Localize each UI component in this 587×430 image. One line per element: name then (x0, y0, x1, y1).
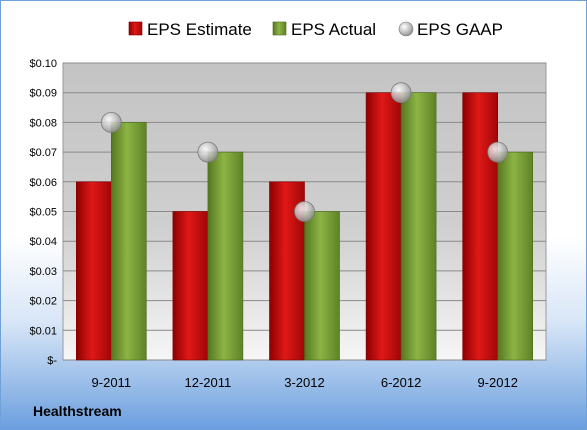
x-tick-label: 9-2011 (92, 375, 132, 390)
legend-label: EPS GAAP (417, 20, 503, 39)
y-tick-label: $0.03 (29, 266, 57, 278)
company-label: Healthstream (33, 403, 122, 419)
y-tick-label: $0.04 (29, 236, 57, 248)
bar-eps-estimate (172, 211, 209, 361)
x-tick-label: 6-2012 (381, 375, 421, 390)
y-tick-label: $0.07 (29, 147, 57, 159)
y-tick-label: $0.10 (29, 58, 57, 70)
x-tick-label: 9-2012 (477, 375, 517, 390)
y-tick-label: $0.06 (29, 177, 57, 189)
y-tick-label: $0.09 (29, 88, 57, 100)
y-tick-label: $0.05 (29, 207, 57, 219)
chart-legend: EPS Estimate EPS Actual EPS GAAP (128, 20, 503, 39)
y-tick-label: $0.02 (29, 296, 57, 308)
marker-eps-gaap (294, 201, 315, 222)
bar-eps-estimate (365, 92, 402, 361)
bar-eps-actual (207, 151, 244, 361)
x-axis: 9-2011 12-2011 3-2012 6-2012 9-2012 (92, 375, 518, 390)
marker-eps-gaap (390, 82, 412, 104)
marker-eps-gaap (197, 141, 219, 163)
bar-eps-actual (111, 122, 147, 361)
y-axis: $- $0.01 $0.02 $0.03 $0.04 $0.05 $0.06 $0.07 $0.… (29, 58, 57, 367)
legend-label: EPS Actual (291, 20, 376, 39)
legend-label: EPS Estimate (147, 20, 252, 39)
legend-swatch (128, 21, 143, 36)
marker-eps-gaap (487, 141, 509, 163)
bar-eps-actual (304, 211, 340, 361)
bar-eps-estimate (76, 181, 112, 361)
marker-eps-gaap (100, 112, 122, 133)
y-tick-label: $- (47, 355, 57, 367)
bar-eps-actual (400, 92, 437, 361)
y-tick-label: $0.01 (29, 325, 57, 337)
legend-swatch (272, 21, 287, 36)
bar-eps-estimate (462, 92, 499, 361)
x-tick-label: 12-2011 (185, 375, 232, 390)
y-tick-label: $0.08 (29, 117, 57, 129)
bar-eps-actual (497, 151, 534, 361)
bars (76, 92, 534, 361)
legend-swatch (398, 21, 414, 37)
gaap-markers (100, 82, 509, 222)
x-tick-label: 3-2012 (284, 375, 324, 390)
